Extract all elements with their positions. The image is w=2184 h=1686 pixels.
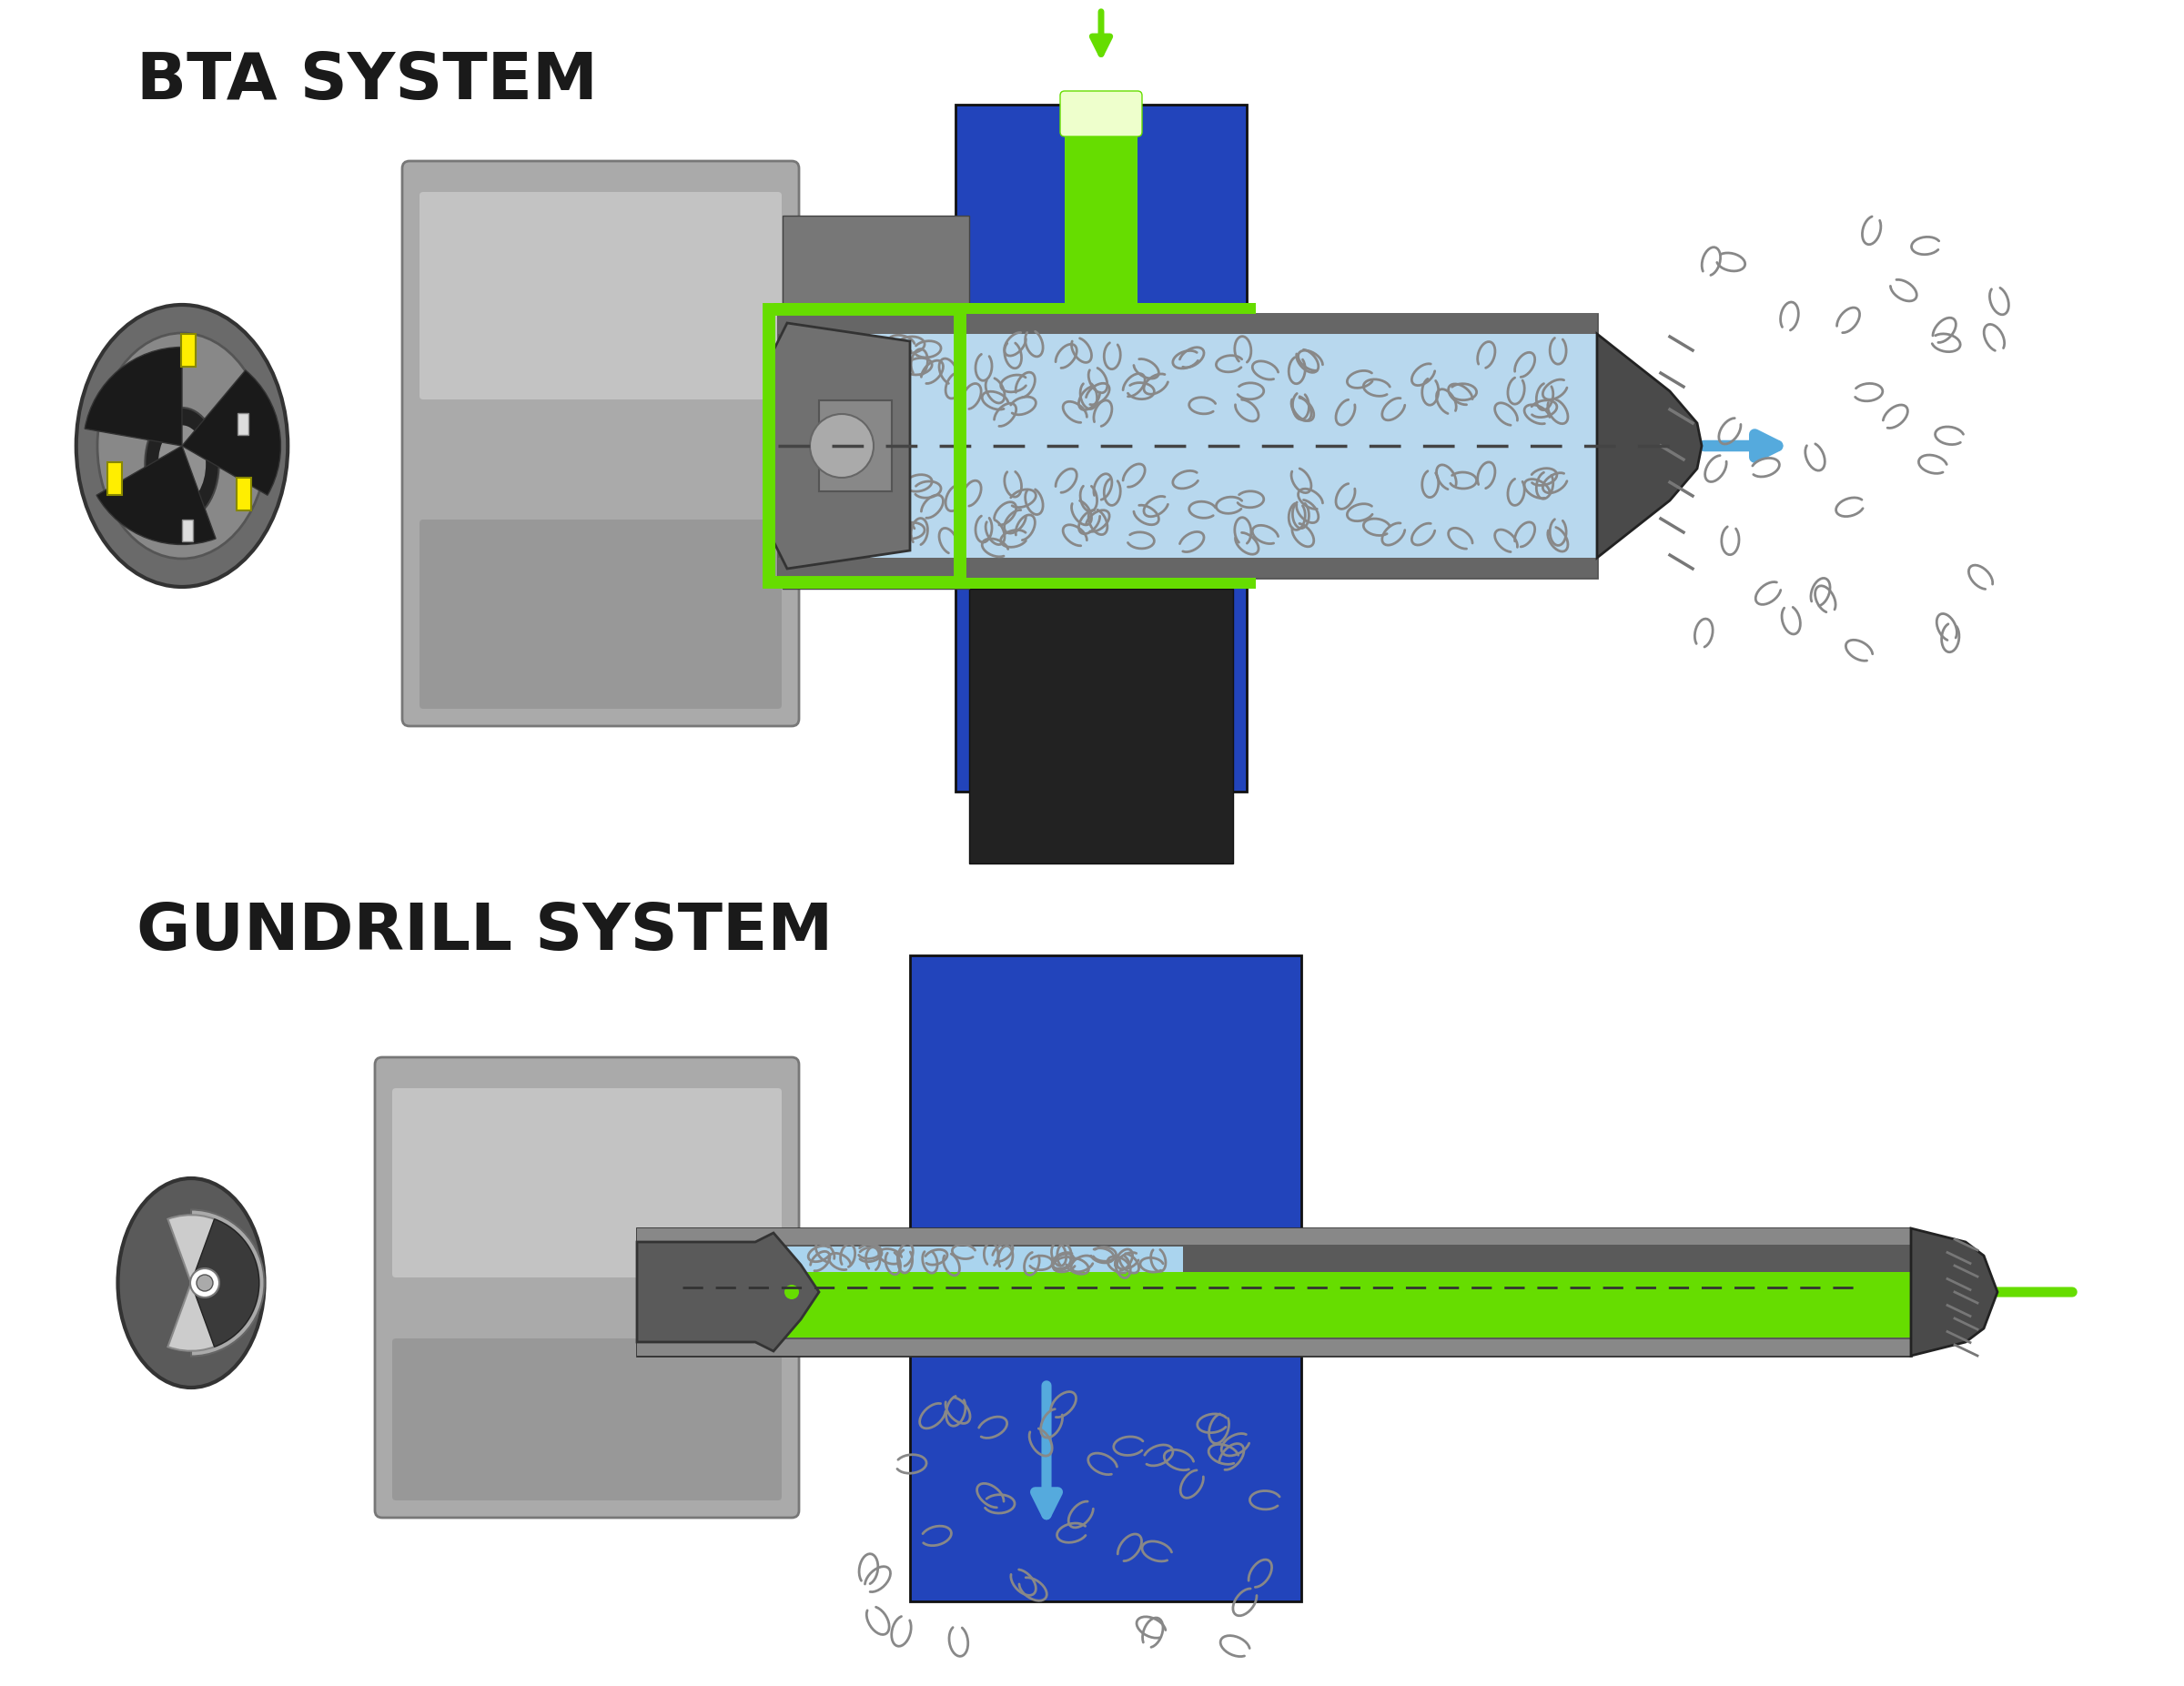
- Wedge shape: [85, 347, 181, 445]
- Wedge shape: [96, 445, 216, 545]
- Polygon shape: [638, 1232, 819, 1350]
- Bar: [819, 400, 891, 491]
- Wedge shape: [181, 371, 282, 496]
- Bar: [957, 582, 1247, 792]
- Bar: [1011, 1246, 1201, 1356]
- Bar: [778, 314, 1597, 334]
- Polygon shape: [1911, 1229, 1998, 1356]
- Wedge shape: [192, 1209, 264, 1356]
- Ellipse shape: [118, 1179, 264, 1388]
- Bar: [638, 1339, 1911, 1356]
- Polygon shape: [1597, 334, 1701, 558]
- Bar: [181, 334, 197, 366]
- Bar: [684, 1246, 1184, 1271]
- Bar: [238, 413, 249, 435]
- FancyBboxPatch shape: [419, 519, 782, 708]
- FancyBboxPatch shape: [393, 1087, 782, 1278]
- Bar: [911, 956, 1302, 1246]
- Bar: [778, 314, 1597, 578]
- Bar: [238, 477, 251, 511]
- FancyBboxPatch shape: [419, 192, 782, 400]
- Bar: [911, 1356, 1302, 1602]
- Circle shape: [197, 1275, 214, 1291]
- Bar: [970, 314, 1234, 582]
- Bar: [684, 1271, 1911, 1337]
- Bar: [911, 1246, 1009, 1356]
- Bar: [782, 479, 970, 588]
- Text: BTA SYSTEM: BTA SYSTEM: [138, 51, 598, 113]
- FancyBboxPatch shape: [393, 1339, 782, 1501]
- Bar: [773, 303, 1256, 314]
- Wedge shape: [192, 1219, 260, 1347]
- Bar: [1066, 105, 1138, 578]
- Ellipse shape: [144, 408, 218, 521]
- Bar: [970, 588, 1234, 863]
- Ellipse shape: [98, 334, 266, 558]
- Bar: [773, 578, 1256, 588]
- FancyBboxPatch shape: [376, 1057, 799, 1517]
- Bar: [638, 1229, 1911, 1244]
- Circle shape: [190, 1268, 218, 1298]
- FancyBboxPatch shape: [402, 162, 799, 727]
- Bar: [797, 334, 1597, 558]
- Circle shape: [810, 415, 874, 477]
- Text: GUNDRILL SYSTEM: GUNDRILL SYSTEM: [138, 900, 832, 964]
- Bar: [181, 519, 192, 541]
- Bar: [957, 105, 1247, 314]
- Bar: [778, 558, 1597, 578]
- FancyBboxPatch shape: [1059, 91, 1142, 137]
- Ellipse shape: [157, 425, 205, 502]
- Bar: [638, 1229, 1911, 1356]
- Polygon shape: [773, 324, 911, 568]
- Bar: [1201, 1246, 1302, 1356]
- Bar: [107, 462, 122, 496]
- Ellipse shape: [76, 305, 288, 587]
- Circle shape: [784, 1285, 799, 1300]
- Wedge shape: [168, 1216, 260, 1350]
- Bar: [782, 216, 970, 325]
